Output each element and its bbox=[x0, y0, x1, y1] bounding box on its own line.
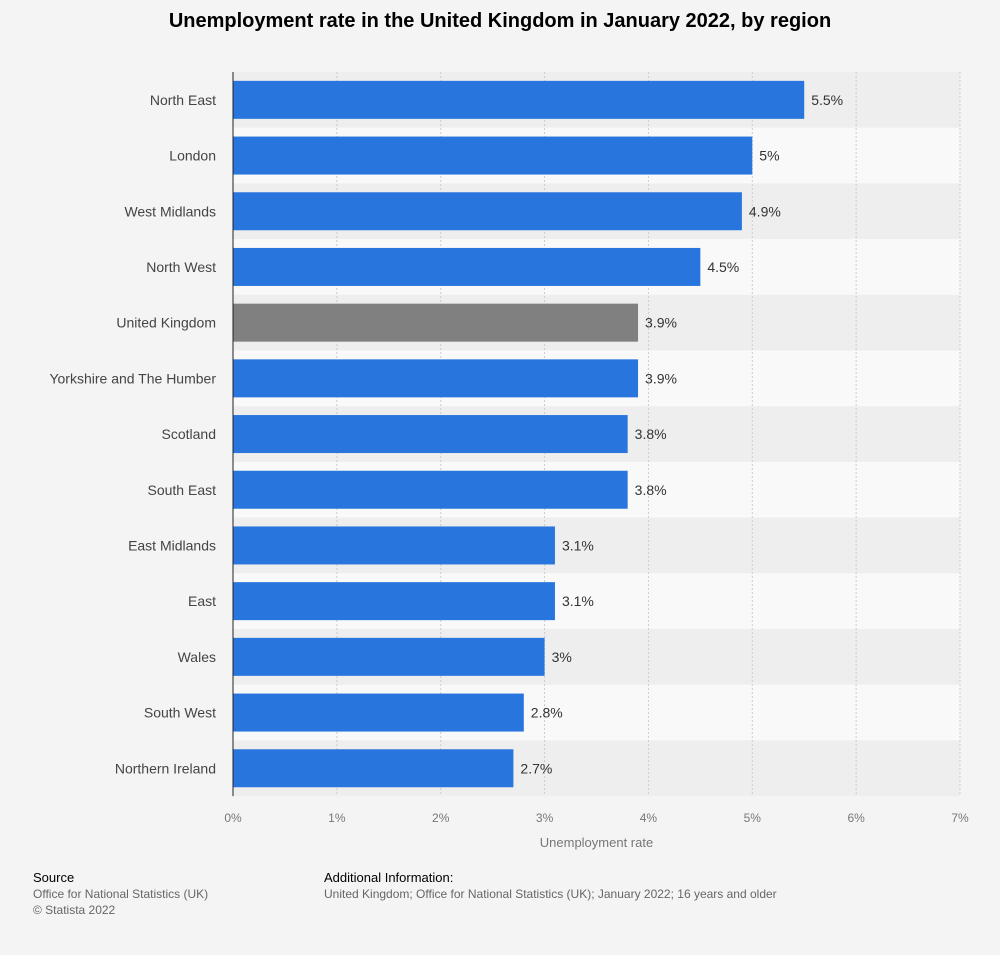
source-heading: Source bbox=[33, 870, 75, 885]
value-label: 4.5% bbox=[707, 259, 739, 275]
x-tick-label: 1% bbox=[328, 811, 346, 825]
x-tick-label: 0% bbox=[224, 811, 242, 825]
value-label: 3.9% bbox=[645, 315, 677, 331]
bar bbox=[233, 415, 628, 454]
value-label: 2.8% bbox=[531, 705, 563, 721]
additional-info-text: United Kingdom; Office for National Stat… bbox=[324, 887, 777, 901]
bar bbox=[233, 526, 555, 565]
bar bbox=[233, 136, 753, 175]
bar bbox=[233, 749, 514, 788]
value-label: 5.5% bbox=[811, 92, 843, 108]
value-label: 3.8% bbox=[635, 426, 667, 442]
x-tick-label: 7% bbox=[951, 811, 969, 825]
category-label: London bbox=[169, 148, 216, 164]
category-label: South West bbox=[144, 705, 216, 721]
bar bbox=[233, 693, 524, 732]
category-label: Wales bbox=[178, 649, 216, 665]
bar bbox=[233, 303, 639, 342]
category-label: United Kingdom bbox=[116, 315, 216, 331]
x-tick-label: 5% bbox=[744, 811, 762, 825]
bar bbox=[233, 637, 545, 676]
bar-chart: North East London West Midlands North West U… bbox=[49, 72, 969, 850]
value-label: 5% bbox=[759, 148, 779, 164]
x-tick-labels: 0% 1% 2% 3% 4% 5% 6% 7% bbox=[224, 811, 969, 825]
bar bbox=[233, 247, 701, 286]
bar bbox=[233, 470, 628, 509]
category-label: North East bbox=[150, 92, 216, 108]
bars bbox=[233, 80, 805, 788]
category-label: West Midlands bbox=[124, 203, 216, 219]
value-label: 3.1% bbox=[562, 537, 594, 553]
x-tick-label: 2% bbox=[432, 811, 450, 825]
value-labels: 5.5% 5% 4.9% 4.5% 3.9% 3.9% 3.8% 3.8% 3.1% 3.1% 3%… bbox=[520, 92, 843, 776]
value-label: 3% bbox=[552, 649, 572, 665]
additional-info-heading: Additional Information: bbox=[324, 870, 454, 885]
source-block: Source Office for National Statistics (U… bbox=[33, 870, 208, 918]
x-tick-label: 3% bbox=[536, 811, 554, 825]
category-label: South East bbox=[148, 482, 217, 498]
x-axis-title: Unemployment rate bbox=[540, 835, 653, 850]
value-label: 2.7% bbox=[520, 760, 552, 776]
copyright-line: © Statista 2022 bbox=[33, 903, 116, 917]
x-tick-label: 4% bbox=[640, 811, 658, 825]
value-label: 3.9% bbox=[645, 370, 677, 386]
category-label: Scotland bbox=[162, 426, 216, 442]
x-tick-label: 6% bbox=[847, 811, 865, 825]
category-label: North West bbox=[146, 259, 216, 275]
bar bbox=[233, 359, 639, 398]
category-label: East Midlands bbox=[128, 537, 216, 553]
bar bbox=[233, 80, 805, 119]
value-label: 3.8% bbox=[635, 482, 667, 498]
category-labels: North East London West Midlands North West U… bbox=[49, 92, 216, 776]
category-label: East bbox=[188, 593, 216, 609]
value-label: 4.9% bbox=[749, 203, 781, 219]
source-line: Office for National Statistics (UK) bbox=[33, 887, 209, 901]
bar bbox=[233, 192, 742, 231]
bar bbox=[233, 582, 555, 621]
value-label: 3.1% bbox=[562, 593, 594, 609]
chart-title: Unemployment rate in the United Kingdom … bbox=[168, 10, 832, 32]
additional-info-block: Additional Information: United Kingdom; … bbox=[324, 870, 777, 902]
category-label: Yorkshire and The Humber bbox=[49, 370, 216, 386]
category-label: Northern Ireland bbox=[115, 760, 216, 776]
